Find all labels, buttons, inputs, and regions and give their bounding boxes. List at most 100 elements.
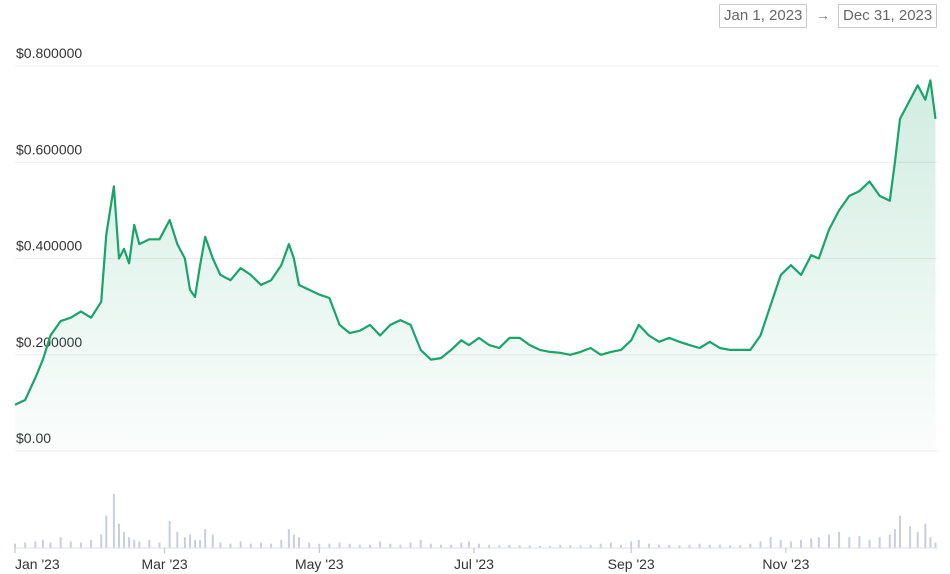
volume-bar (440, 544, 442, 548)
volume-bar (929, 537, 932, 548)
volume-bar (308, 542, 311, 548)
volume-bar (528, 545, 531, 548)
volume-bar (199, 539, 202, 548)
volume-bar (467, 541, 470, 548)
volume-bar (916, 531, 919, 548)
volume-bar (698, 543, 701, 548)
volume-bar (59, 537, 62, 548)
volume-bar (194, 539, 197, 548)
volume-bar (249, 543, 252, 548)
volume-bar (769, 537, 772, 548)
x-tick-label: Mar '23 (141, 556, 187, 572)
volume-bar (909, 526, 912, 548)
volume-bar (647, 543, 650, 548)
volume-bar (429, 543, 432, 548)
volume-bar (589, 544, 592, 548)
volume-bar (609, 542, 612, 548)
volume-bar (729, 545, 732, 548)
volume-bar (105, 515, 108, 548)
volume-bar (888, 534, 891, 548)
x-tick-label: Sep '23 (608, 556, 655, 572)
volume-bar (188, 534, 191, 548)
volume-bar (678, 545, 681, 548)
volume-bar (158, 542, 161, 548)
volume-bar (858, 536, 861, 548)
x-tick-label: May '23 (295, 556, 344, 572)
volume-bar (538, 545, 541, 548)
volume-bar (176, 531, 179, 548)
volume-bar (460, 542, 463, 548)
volume-bar (838, 531, 841, 548)
volume-bar (924, 523, 927, 548)
volume-bar (718, 544, 721, 548)
volume-bar (204, 529, 207, 548)
x-tick-label: Jul '23 (454, 556, 494, 572)
volume-bar (668, 544, 671, 548)
volume-bar (112, 494, 115, 548)
volume-bar (759, 541, 762, 548)
start-date[interactable]: Jan 1, 2023 (719, 4, 808, 28)
area (15, 80, 936, 452)
volume-bar (508, 544, 511, 548)
x-tick-label: Nov '23 (762, 556, 809, 572)
arrow: → (816, 7, 830, 23)
volume-bar (488, 544, 491, 548)
volume-bar (409, 542, 412, 548)
volume-bar (133, 539, 136, 548)
volume-bar (817, 537, 820, 548)
volume-bar (599, 543, 602, 548)
volume-bar (90, 539, 93, 548)
end-date[interactable]: Dec 31, 2023 (838, 4, 938, 28)
volume-bar (270, 543, 273, 548)
volume-bar (100, 534, 103, 548)
volume-bar (800, 539, 803, 548)
volume-bar (498, 545, 501, 548)
volume-bar (630, 541, 633, 548)
volume-bar (298, 537, 300, 548)
volume-bar (898, 515, 901, 548)
volume-bar (789, 541, 792, 548)
volume-bar (34, 541, 37, 548)
volume-bar (518, 545, 521, 548)
volume-bar (358, 544, 361, 548)
volume-bar (399, 544, 402, 548)
volume-bar (287, 529, 290, 548)
y-tick-label: $0.800000 (16, 45, 82, 61)
volume-bar (827, 534, 830, 548)
volume-bar (69, 541, 72, 548)
volume-bar (128, 537, 131, 548)
volume-bar (478, 543, 481, 548)
volume-bar (117, 523, 120, 548)
volume-bar (893, 529, 896, 548)
volume-bar (259, 542, 262, 548)
volume-bar (280, 539, 283, 548)
volume-bar (868, 539, 871, 548)
volume-bar (338, 542, 341, 548)
volume-bar (219, 542, 222, 548)
volume-bar (211, 534, 214, 548)
volume-bar (318, 543, 321, 548)
y-tick-label: $0.400000 (16, 238, 82, 254)
volume-bar (148, 539, 151, 548)
volume-bar (168, 521, 171, 548)
volume-bar (379, 541, 382, 548)
volume-bar (79, 542, 82, 548)
volume-bar (41, 539, 44, 548)
volume-bar (559, 544, 562, 548)
volume-bar (934, 542, 937, 548)
volume-bar (637, 539, 640, 548)
y-tick-label: $0.600000 (16, 141, 82, 157)
volume-bar (229, 543, 232, 548)
volume-bar (389, 543, 392, 548)
price-line (14, 79, 937, 406)
volume-bar (24, 542, 27, 548)
volume-bar (848, 537, 851, 548)
volume-bar (620, 544, 623, 548)
volume-bar (878, 537, 881, 548)
volume-bar (49, 542, 52, 548)
volume-bar (369, 544, 371, 548)
volume-bar (579, 545, 582, 548)
volume-bar (708, 544, 711, 548)
volume-bar (569, 545, 572, 548)
